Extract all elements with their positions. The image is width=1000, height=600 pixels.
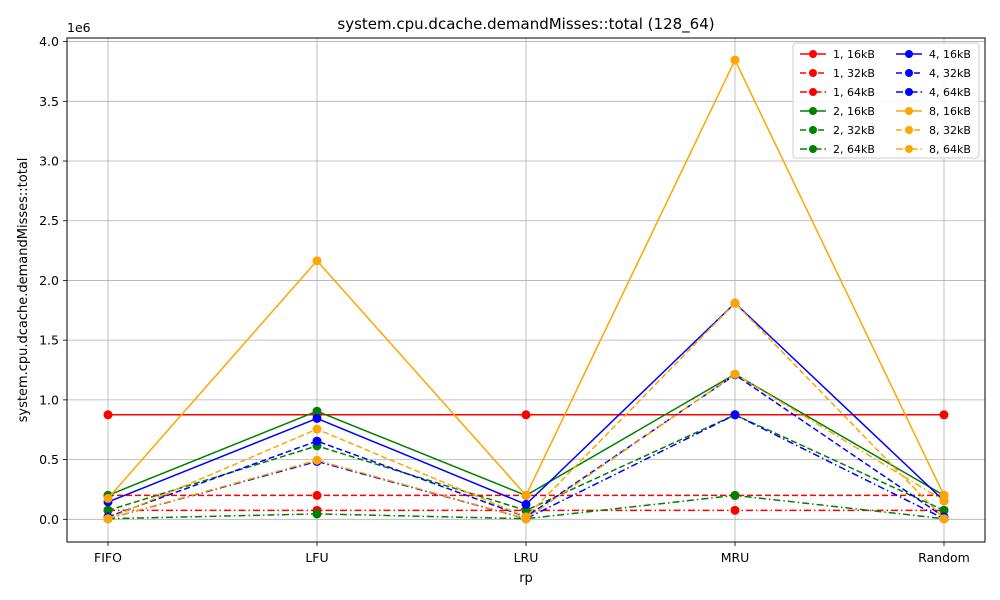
legend-marker: [809, 50, 817, 58]
legend-label: 2, 64kB: [833, 143, 875, 156]
data-point: [312, 509, 322, 519]
legend-marker: [905, 126, 913, 134]
plot-frame: [66, 37, 986, 543]
data-point: [521, 410, 531, 420]
y-tick-label: 2.0: [39, 273, 59, 288]
y-offset-text: 1e6: [67, 20, 91, 35]
data-point: [730, 490, 740, 500]
data-point: [730, 298, 740, 308]
data-point: [939, 496, 949, 506]
legend-marker: [809, 126, 817, 134]
data-point: [312, 413, 322, 423]
data-point: [312, 490, 322, 500]
axis-ticks: FIFO LFU LRU MRU Random 0.0 0.5 1.0 1.5 2.0 2.5 3.0…: [39, 34, 970, 565]
legend-label: 2, 32kB: [833, 124, 875, 137]
y-axis-label: system.cpu.dcache.demandMisses::total: [16, 158, 31, 423]
data-point: [521, 499, 531, 509]
x-tick-label: LFU: [305, 550, 328, 565]
data-point: [312, 406, 322, 416]
legend-marker: [905, 107, 913, 115]
data-point: [939, 514, 949, 524]
data-point: [521, 490, 531, 500]
series-line: [107, 413, 945, 520]
data-point: [939, 505, 949, 515]
data-point: [730, 55, 740, 65]
data-point: [312, 436, 322, 446]
data-point: [521, 514, 531, 524]
legend-label: 8, 32kB: [929, 124, 971, 137]
data-point: [103, 493, 113, 503]
legend-marker: [905, 50, 913, 58]
data-point: [312, 424, 322, 434]
data-point: [730, 369, 740, 379]
y-tick-label: 2.5: [39, 213, 59, 228]
series-line: [107, 373, 945, 520]
x-tick-label: MRU: [721, 550, 750, 565]
data-point: [312, 455, 322, 465]
legend-label: 1, 32kB: [833, 67, 875, 80]
data-point: [312, 256, 322, 266]
legend-label: 2, 16kB: [833, 105, 875, 118]
legend-label: 4, 32kB: [929, 67, 971, 80]
legend-marker: [905, 88, 913, 96]
data-point: [103, 505, 113, 515]
legend-marker: [905, 145, 913, 153]
y-tick-label: 1.0: [39, 392, 59, 407]
legend-marker: [905, 69, 913, 77]
x-tick-label: FIFO: [94, 550, 122, 565]
data-point: [730, 505, 740, 515]
legend-marker: [809, 145, 817, 153]
series-4-16kb: [103, 298, 949, 509]
legend-label: 8, 64kB: [929, 143, 971, 156]
legend-label: 4, 64kB: [929, 86, 971, 99]
legend-label: 8, 16kB: [929, 105, 971, 118]
data-point: [103, 514, 113, 524]
legend-label: 1, 64kB: [833, 86, 875, 99]
legend: 1, 16kB 1, 32kB 1, 64kB 2, 16kB 2, 32kB 2, 64…: [792, 42, 980, 159]
chart-title: system.cpu.dcache.demandMisses::total (1…: [337, 15, 714, 34]
data-point: [939, 410, 949, 420]
y-tick-label: 0.0: [39, 512, 59, 527]
y-tick-label: 4.0: [39, 34, 59, 49]
data-point: [730, 410, 740, 420]
legend-marker: [809, 69, 817, 77]
series-lines: [103, 55, 949, 524]
data-point: [103, 410, 113, 420]
legend-marker: [809, 88, 817, 96]
legend-label: 4, 16kB: [929, 48, 971, 61]
legend-box: [792, 42, 980, 159]
x-tick-label: Random: [918, 550, 970, 565]
legend-label: 1, 16kB: [833, 48, 875, 61]
series-1-16kb: [103, 410, 949, 420]
x-tick-label: LRU: [514, 550, 539, 565]
series-8-64kb: [103, 369, 949, 524]
y-tick-label: 3.5: [39, 94, 59, 109]
x-axis-label: rp: [519, 571, 533, 586]
y-tick-label: 1.5: [39, 333, 59, 348]
series-line: [107, 494, 945, 520]
legend-marker: [809, 107, 817, 115]
y-tick-label: 3.0: [39, 154, 59, 169]
y-tick-label: 0.5: [39, 452, 59, 467]
